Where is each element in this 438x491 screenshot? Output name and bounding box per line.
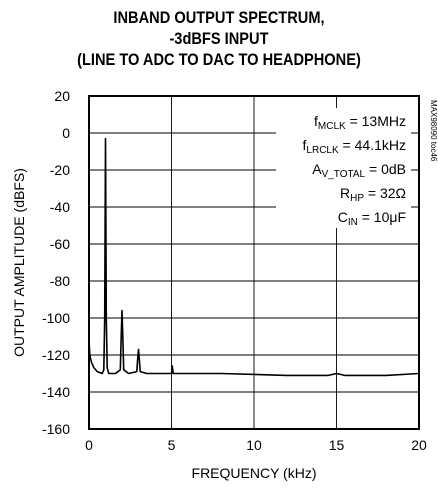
annotation-line: fLRCLK = 44.1kHz — [303, 137, 406, 156]
y-axis-label: OUTPUT AMPLITUDE (dBFS) — [11, 168, 27, 357]
annotation-line: fMCLK = 13MHz — [314, 113, 406, 132]
x-axis-label: FREQUENCY (kHz) — [192, 465, 317, 481]
y-tick-label: -140 — [42, 384, 70, 400]
y-tick-label: -120 — [42, 347, 70, 363]
x-tick-labels: 0 5 10 15 20 — [85, 437, 427, 453]
x-tick-label: 20 — [411, 437, 427, 453]
chart-title-line-2: -3dBFS INPUT — [169, 29, 269, 48]
y-tick-label: -20 — [50, 162, 70, 178]
annotation-block: fMCLK = 13MHz fLRCLK = 44.1kHz AV_TOTAL = … — [303, 113, 406, 228]
chart-title-line-1: INBAND OUTPUT SPECTRUM, — [113, 8, 325, 27]
y-tick-label: -60 — [50, 236, 70, 252]
annotation-background — [276, 108, 411, 228]
y-tick-label: 0 — [62, 125, 70, 141]
chart-title-line-3: (LINE TO ADC TO DAC TO HEADPHONE) — [77, 50, 361, 69]
y-tick-label: 20 — [54, 88, 70, 104]
x-tick-label: 15 — [329, 437, 345, 453]
annotation-line: CIN = 10μF — [338, 209, 406, 228]
annotation-line: AV_TOTAL = 0dB — [312, 161, 406, 180]
y-tick-label: -160 — [42, 421, 70, 437]
spectrum-line — [88, 137, 420, 377]
y-tick-label: -100 — [42, 310, 70, 326]
x-tick-label: 0 — [85, 437, 93, 453]
plot-frame — [88, 95, 420, 430]
x-tick-label: 10 — [246, 437, 262, 453]
y-tick-labels: 20 0 -20 -40 -60 -80 -100 -120 -140 -160 — [42, 88, 70, 437]
figure-code: MAX98090 toc46 — [429, 100, 438, 162]
y-tick-label: -40 — [50, 199, 70, 215]
y-tick-label: -80 — [50, 273, 70, 289]
annotation-line: RHP = 32Ω — [340, 185, 406, 204]
x-tick-label: 5 — [168, 437, 176, 453]
